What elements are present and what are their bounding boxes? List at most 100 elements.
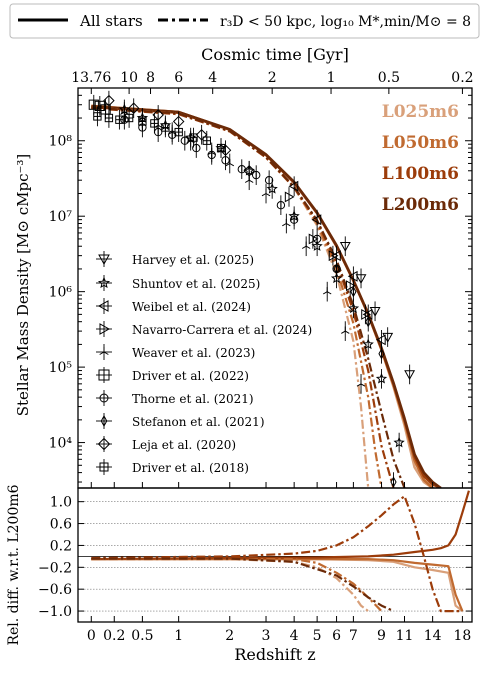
obs-point — [404, 370, 416, 381]
obs-point — [311, 214, 322, 226]
marker-shape — [127, 102, 140, 114]
obs-point — [282, 218, 291, 227]
obs-point — [378, 348, 385, 360]
obs-point — [356, 379, 366, 387]
top-legend: All stars r₃D < 50 kpc, log₁₀ M*,min/M⊙ … — [9, 3, 480, 39]
marker-shape — [347, 270, 358, 282]
ratio-line-4 — [91, 557, 383, 612]
obs-point — [115, 115, 124, 124]
marker-arm — [301, 245, 307, 249]
top-tick-label-1: 10 — [120, 70, 138, 86]
ratio-line-2 — [91, 490, 470, 561]
ratio-y-tick-label-5: −1.0 — [38, 604, 72, 620]
ratio-line-1 — [91, 557, 464, 612]
obs-legend-marker-5 — [98, 369, 110, 381]
y-axis-title-ratio: Rel. diff. w.r.t. L200m6 — [6, 484, 22, 645]
obs-point — [365, 316, 372, 328]
obs-point — [361, 308, 372, 320]
obs-point — [276, 201, 286, 210]
obs-legend-marker-9 — [99, 462, 109, 472]
obs-point — [216, 143, 226, 153]
obs-legend-label-9: Driver et al. (2018) — [132, 461, 249, 475]
marker-shape — [362, 338, 374, 350]
marker-arm — [360, 383, 366, 387]
y-axis-title-main: Stellar Mass Density [M⊙ cMpc⁻³] — [14, 154, 32, 417]
marker-shape — [103, 94, 115, 107]
obs-legend-label-6: Thorne et al. (2021) — [132, 392, 254, 406]
marker-shape — [347, 302, 360, 314]
obs-legend-label-4: Weaver et al. (2023) — [132, 346, 255, 360]
x-tick-label-9: 7 — [349, 628, 358, 644]
sim-label-l025m6: L025m6 — [382, 102, 459, 122]
y-tick-label-1: 10⁵ — [49, 360, 73, 376]
main-panel — [88, 90, 442, 488]
sim-label-l200m6: L200m6 — [382, 195, 459, 215]
marker-arm — [265, 193, 271, 197]
x-tick-label-2: 0.5 — [131, 628, 153, 644]
x-tick-label-1: 0.2 — [103, 628, 125, 644]
marker-arm — [305, 245, 311, 249]
marker-shape — [362, 308, 373, 320]
obs-point — [375, 334, 386, 346]
x-tick-label-4: 2 — [225, 628, 234, 644]
obs-point — [104, 113, 114, 123]
marker-shape — [97, 300, 109, 312]
legend-label-all-stars: All stars — [79, 12, 143, 30]
ratio-y-tick-label-4: −0.6 — [38, 582, 72, 598]
marker-arm — [322, 291, 328, 295]
obs-point — [161, 123, 170, 132]
obs-point — [350, 286, 357, 298]
ratio-line-3 — [91, 557, 369, 612]
ratio-line-0 — [91, 557, 464, 612]
top-tick-label-0: 13.76 — [71, 70, 111, 86]
x-tick-label-11: 11 — [396, 628, 414, 644]
y-tick-label-2: 10⁶ — [49, 285, 73, 301]
obs-point — [333, 263, 340, 275]
marker-shape — [308, 233, 319, 245]
marker-arm — [120, 111, 125, 115]
obs-legend-marker-6 — [99, 393, 109, 403]
marker-shape — [393, 436, 405, 448]
marker-arm — [99, 351, 105, 355]
obs-point — [202, 136, 211, 145]
obs-point — [174, 127, 183, 137]
obs-point — [301, 241, 311, 249]
obs-point — [362, 308, 373, 320]
series-line-l200m6-solid — [91, 105, 442, 488]
obs-point — [390, 476, 397, 488]
marker-shape — [350, 286, 357, 298]
marker-arm — [282, 223, 287, 227]
marker-shape — [115, 115, 124, 124]
obs-series-3 — [284, 187, 372, 325]
marker-shape — [355, 274, 367, 285]
x-axis-title: Redshift z — [234, 645, 315, 664]
ratio-y-tick-label-3: −0.2 — [38, 560, 72, 576]
obs-legend-marker-2 — [97, 300, 109, 312]
top-tick-label-6: 1 — [327, 70, 336, 86]
marker-shape — [330, 272, 343, 284]
marker-shape — [243, 165, 255, 177]
series-line-l050m6-dashdot — [91, 106, 383, 488]
obs-point — [375, 372, 388, 384]
obs-point — [322, 287, 332, 295]
top-tick-label-5: 2 — [268, 70, 277, 86]
ratio-line-6 — [91, 557, 394, 613]
marker-arm — [229, 163, 235, 167]
obs-point — [154, 127, 163, 137]
marker-arm — [345, 330, 350, 334]
marker-arm — [261, 193, 267, 197]
sim-labels: L025m6 L050m6 L100m6 L200m6 — [382, 102, 459, 215]
obs-point — [103, 94, 115, 107]
marker-arm — [326, 291, 332, 295]
marker-shape — [339, 242, 351, 252]
obs-point — [288, 180, 299, 192]
obs-legend-label-7: Stefanon et al. (2021) — [132, 415, 265, 429]
marker-arm — [244, 179, 250, 183]
marker-arm — [341, 330, 346, 334]
x-tick-label-3: 1 — [174, 628, 183, 644]
marker-shape — [97, 437, 111, 451]
ratio-y-tick-label-0: 1.0 — [50, 495, 72, 511]
obs-point — [330, 272, 343, 284]
